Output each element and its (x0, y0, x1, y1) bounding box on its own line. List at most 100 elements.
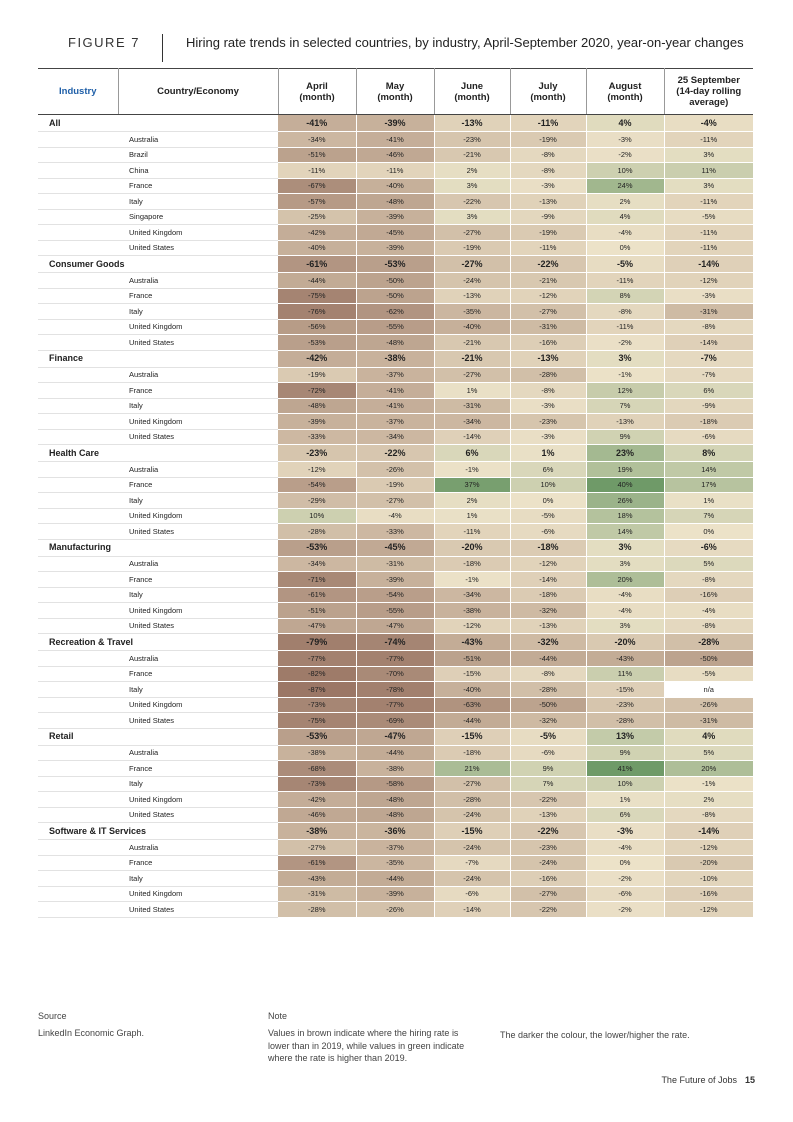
value-cell: -19% (510, 224, 587, 241)
industry-name: Manufacturing (38, 538, 278, 557)
value-cell: -15% (434, 666, 511, 682)
value-cell: -43% (278, 870, 357, 887)
country-row: France -54% -19% 37% 10% 40% 17% (38, 477, 753, 493)
value-cell: -53% (278, 538, 357, 557)
industry-spacer (38, 650, 118, 667)
industry-row: Software & IT Services -38% -36% -15% -22% -3… (38, 822, 753, 840)
value-cell: -25% (278, 209, 357, 225)
value-cell: 17% (664, 477, 753, 493)
industry-spacer (38, 209, 118, 225)
value-cell: -44% (510, 650, 587, 667)
value-cell: -16% (510, 870, 587, 887)
value-cell: -77% (356, 697, 435, 713)
value-cell: -1% (664, 776, 753, 792)
value-cell: 1% (434, 382, 511, 399)
value-cell: 3% (664, 178, 753, 194)
value-cell: -11% (664, 131, 753, 148)
country-row: United States -28% -26% -14% -22% -2% -12% (38, 901, 753, 918)
value-cell: -20% (586, 633, 665, 651)
value-cell: -39% (356, 240, 435, 256)
note-label: Note (268, 1011, 288, 1021)
value-cell: -27% (510, 886, 587, 902)
value-cell: 12% (586, 382, 665, 399)
industry-name: All (38, 114, 278, 132)
value-cell: -27% (434, 367, 511, 383)
value-cell: -28% (434, 791, 511, 808)
header-country: Country/Economy (118, 68, 279, 115)
value-cell: -22% (510, 791, 587, 808)
source-label: Source (38, 1011, 67, 1021)
value-cell: -28% (278, 901, 357, 918)
value-cell: -41% (356, 131, 435, 148)
value-cell: -55% (356, 602, 435, 619)
value-cell: 5% (664, 745, 753, 761)
value-cell: 2% (434, 162, 511, 179)
value-cell: 0% (586, 240, 665, 256)
value-cell: -11% (664, 240, 753, 256)
value-cell: 18% (586, 508, 665, 524)
value-cell: -11% (356, 162, 435, 179)
value-cell: -8% (664, 618, 753, 634)
value-cell: 14% (586, 523, 665, 540)
industry-spacer (38, 901, 118, 918)
industry-name: Recreation & Travel (38, 633, 278, 651)
industry-spacer (38, 492, 118, 509)
value-cell: -26% (356, 901, 435, 918)
value-cell: -12% (664, 272, 753, 289)
value-cell: 21% (434, 760, 511, 777)
industry-name: Consumer Goods (38, 255, 278, 273)
value-cell: 26% (586, 492, 665, 509)
value-cell: -27% (434, 255, 511, 273)
value-cell: -11% (586, 272, 665, 289)
country-row: Italy -76% -62% -35% -27% -8% -31% (38, 303, 753, 320)
figure-label: FIGURE 7 (68, 35, 140, 50)
country-row: Brazil -51% -46% -21% -8% -2% 3% (38, 147, 753, 163)
value-cell: -37% (356, 839, 435, 856)
value-cell: -7% (434, 855, 511, 871)
country-name: Australia (118, 839, 278, 856)
country-name: United States (118, 712, 278, 729)
value-cell: -15% (434, 822, 511, 840)
country-row: France -82% -70% -15% -8% 11% -5% (38, 666, 753, 682)
value-cell: -14% (434, 429, 511, 445)
value-cell: 1% (664, 492, 753, 509)
value-cell: -48% (356, 807, 435, 823)
country-name: United Kingdom (118, 697, 278, 713)
value-cell: 13% (586, 727, 665, 746)
value-cell: -2% (586, 870, 665, 887)
value-cell: 4% (664, 727, 753, 746)
value-cell: -7% (664, 367, 753, 383)
table-body: All -41% -39% -13% -11% 4% -4% Australia -34% -41… (38, 114, 753, 918)
value-cell: -9% (510, 209, 587, 225)
industry-spacer (38, 681, 118, 698)
country-row: United Kingdom -42% -48% -28% -22% 1% 2% (38, 791, 753, 808)
value-cell: -14% (510, 571, 587, 588)
note-text-shading: The darker the colour, the lower/higher … (500, 1030, 690, 1040)
value-cell: -31% (510, 319, 587, 335)
country-name: Italy (118, 398, 278, 414)
value-cell: -28% (510, 681, 587, 698)
country-row: France -68% -38% 21% 9% 41% 20% (38, 760, 753, 777)
value-cell: -2% (586, 901, 665, 918)
value-cell: -55% (356, 319, 435, 335)
country-name: France (118, 288, 278, 304)
country-row: Australia -27% -37% -24% -23% -4% -12% (38, 839, 753, 856)
country-name: United States (118, 334, 278, 351)
value-cell: -32% (510, 712, 587, 729)
country-row: United Kingdom -39% -37% -34% -23% -13% -18% (38, 413, 753, 430)
header-june: June (month) (434, 68, 511, 115)
industry-spacer (38, 224, 118, 241)
value-cell: -11% (434, 523, 511, 540)
industry-spacer (38, 523, 118, 540)
value-cell: -70% (356, 666, 435, 682)
country-name: United States (118, 901, 278, 918)
value-cell: -33% (278, 429, 357, 445)
value-cell: -28% (278, 523, 357, 540)
value-cell: -39% (356, 209, 435, 225)
value-cell: -37% (356, 367, 435, 383)
value-cell: -76% (278, 303, 357, 320)
value-cell: -13% (510, 618, 587, 634)
value-cell: -77% (356, 650, 435, 667)
country-row: United Kingdom -31% -39% -6% -27% -6% -16% (38, 886, 753, 902)
value-cell: -24% (434, 870, 511, 887)
